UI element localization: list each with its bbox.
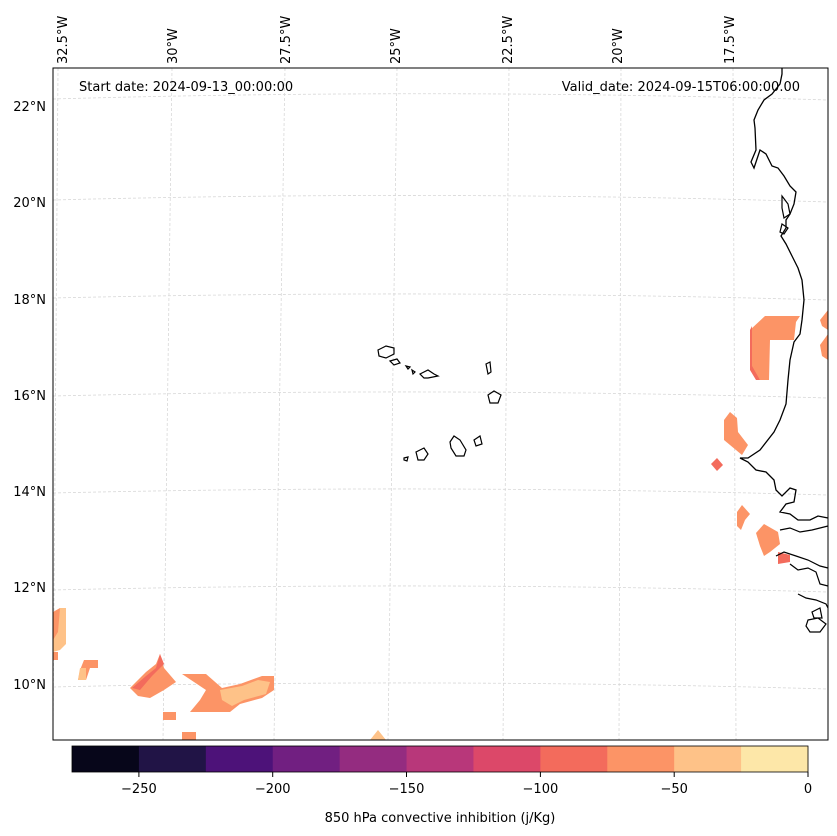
colorbar-segment <box>138 746 207 772</box>
lat-label: 12°N <box>13 581 46 596</box>
cin-contours <box>53 310 828 740</box>
colorbar-segment <box>473 746 541 772</box>
cin-patch <box>724 412 748 455</box>
valid-date-text: Valid_date: 2024-09-15T06:00:00.00 <box>562 80 800 95</box>
lat-label: 16°N <box>13 389 46 404</box>
cin-patch <box>820 310 828 330</box>
colorbar-segment <box>674 746 742 772</box>
cin-patch <box>370 730 386 740</box>
colorbar-segment <box>72 746 140 772</box>
longitude-labels: 32.5°W 30°W 27.5°W 25°W 22.5°W 20°W 17.5… <box>56 16 738 64</box>
colorbar-segment <box>607 746 675 772</box>
cin-patch <box>132 654 164 690</box>
cin-patch <box>737 505 750 530</box>
colorbar-label: 850 hPa convective inhibition (j/Kg) <box>325 811 556 826</box>
cin-patch <box>750 316 800 380</box>
colorbar-tick-label: −150 <box>389 782 425 797</box>
start-date-text: Start date: 2024-09-13_00:00:00 <box>79 80 293 95</box>
lon-label: 20°W <box>611 28 626 64</box>
cin-patch <box>220 680 270 706</box>
colorbar-tick-label: −50 <box>660 782 687 797</box>
latitude-labels: 22°N 20°N 18°N 16°N 14°N 12°N 10°N <box>13 100 46 693</box>
colorbar-segment <box>272 746 341 772</box>
colorbar-segment <box>406 746 474 772</box>
colorbar-segment <box>205 746 274 772</box>
coastline-guinea-bissau <box>775 551 829 633</box>
lon-label: 30°W <box>166 28 181 64</box>
colorbar <box>72 746 809 772</box>
cin-patch <box>820 334 828 360</box>
cin-patch <box>756 524 780 556</box>
lat-label: 14°N <box>13 485 46 500</box>
colorbar-tick-label: −250 <box>121 782 157 797</box>
cin-patch <box>53 652 58 660</box>
coastline-africa <box>739 68 829 521</box>
lon-label: 27.5°W <box>279 16 294 64</box>
cin-patch <box>750 326 760 380</box>
map-panel <box>53 68 828 740</box>
lon-label: 25°W <box>389 28 404 64</box>
lon-label: 17.5°W <box>723 16 738 64</box>
lat-label: 22°N <box>13 100 46 115</box>
cin-patch <box>711 458 723 471</box>
coastline-north <box>779 194 791 235</box>
lat-label: 20°N <box>13 196 46 211</box>
colorbar-segment <box>339 746 408 772</box>
colorbar-tick-label: 0 <box>804 782 812 797</box>
cin-patch <box>53 608 60 640</box>
coastline-gambia <box>779 525 829 533</box>
cin-patch <box>163 712 176 720</box>
cin-patch <box>778 552 790 564</box>
cin-patch <box>182 732 196 740</box>
colorbar-tick-label: −100 <box>523 782 559 797</box>
colorbar-frame <box>71 745 809 773</box>
colorbar-segment <box>540 746 608 772</box>
lat-label: 18°N <box>13 293 46 308</box>
colorbar-ticks: −250 −200 −150 −100 −50 0 <box>121 772 812 797</box>
map-frame <box>52 67 829 741</box>
cin-patch <box>78 668 86 680</box>
colorbar-tick-label: −200 <box>255 782 291 797</box>
lat-label: 10°N <box>13 678 46 693</box>
lon-label: 32.5°W <box>56 16 71 64</box>
cape-verde-islands <box>377 345 502 462</box>
colorbar-segment <box>741 746 809 772</box>
lon-label: 22.5°W <box>501 16 516 64</box>
